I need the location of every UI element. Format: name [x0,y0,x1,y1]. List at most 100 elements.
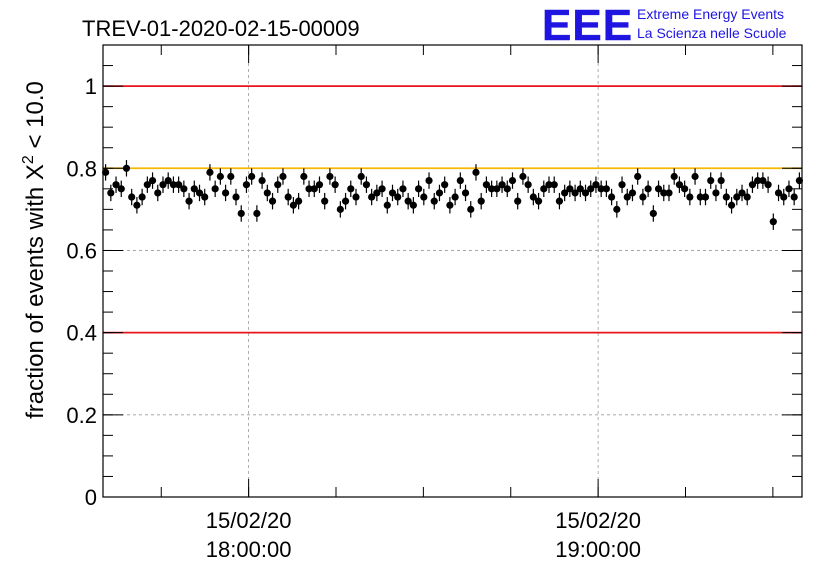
data-point [764,176,772,193]
data-marker [524,181,532,189]
data-marker [237,209,245,218]
data-point [712,184,720,202]
logo-letters: EEE [542,1,633,50]
data-marker [274,181,282,189]
data-marker [759,177,767,185]
data-point [211,180,219,198]
data-point [785,180,793,198]
data-point [488,180,496,198]
data-marker [540,185,548,193]
data-point [665,184,673,202]
data-marker [503,185,511,193]
data-point [733,188,741,206]
data-point [790,188,798,206]
data-marker [561,189,569,197]
data-point [649,205,657,222]
data-point [310,180,318,198]
y-tick-label: 0.2 [66,403,97,428]
y-axis-label-superscript: 2 [20,155,37,164]
y-axis-label-tail: < 10.0 [22,81,49,155]
data-marker [654,185,663,193]
data-point [654,180,663,198]
data-point [242,176,251,193]
data-point [738,184,746,202]
data-marker [399,185,407,193]
data-marker [597,185,605,193]
x-tick-date-label: 15/02/20 [206,508,292,533]
data-marker [373,189,381,197]
data-marker [211,185,219,193]
data-marker [571,189,579,197]
data-marker [190,185,198,193]
data-point [769,213,777,230]
data-point [534,192,543,210]
data-point [336,201,344,218]
data-marker [362,181,371,189]
data-point [597,180,605,198]
data-point [660,184,668,202]
data-marker [268,197,277,205]
data-marker [341,197,350,205]
eee-logo: EEE Extreme Energy Events La Scienza nel… [542,1,787,51]
data-marker [315,181,324,189]
data-point [508,172,517,189]
data-marker [754,177,762,185]
data-marker [623,193,631,201]
data-marker [305,185,313,193]
data-point [566,180,574,198]
data-point [315,176,324,193]
data-marker [712,189,720,197]
data-marker [258,177,266,185]
data-point [383,197,391,214]
data-point [399,180,407,198]
data-marker [122,164,131,172]
data-point [514,192,522,210]
data-marker [722,193,730,201]
data-marker [649,209,657,218]
data-point [456,172,464,189]
data-point [195,184,204,202]
data-marker [253,209,261,218]
data-point [628,184,637,202]
data-point [133,197,141,214]
data-point [388,184,397,202]
data-marker [493,185,501,193]
data-marker [555,197,564,205]
data-marker [154,189,162,197]
data-marker [221,189,230,197]
data-marker [508,177,517,185]
x-tick-time-label: 19:00:00 [555,537,641,562]
data-marker [128,193,136,201]
data-point [451,188,459,206]
data-point [227,168,235,185]
data-marker [717,177,725,185]
data-point [289,197,297,214]
data-marker [748,181,757,189]
data-point [467,201,475,218]
data-marker [420,193,428,201]
data-marker [686,193,694,201]
data-point [602,180,610,198]
logo-line-2: La Scienza nelle Scuole [637,25,787,41]
data-marker [148,177,157,185]
data-marker [743,193,751,201]
data-marker [764,181,772,189]
data-point [102,164,110,181]
data-point [190,180,198,198]
data-point [326,168,334,185]
data-point [780,188,788,206]
data-marker [795,177,803,185]
data-marker [628,189,637,197]
data-marker [206,168,214,176]
data-marker [727,201,736,209]
reference-lines [103,85,802,334]
data-marker [613,205,621,213]
data-marker [227,172,235,181]
data-marker [477,197,485,205]
data-marker [498,181,506,189]
data-point [253,205,261,222]
data-marker [300,172,308,181]
data-marker [696,193,704,201]
data-marker [456,177,464,185]
data-point [143,176,151,193]
